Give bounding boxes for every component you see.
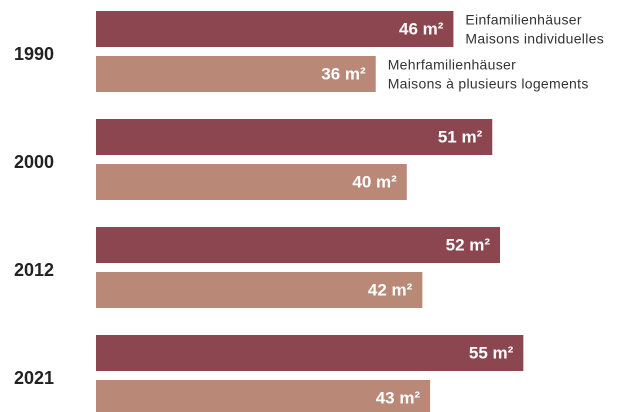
bar bbox=[96, 227, 501, 263]
legend-label: Einfamilienhäuser bbox=[465, 12, 581, 28]
category-label: 2000 bbox=[14, 152, 54, 172]
value-label: 55 m² bbox=[469, 343, 514, 362]
value-label: 51 m² bbox=[438, 127, 483, 146]
bar bbox=[96, 335, 524, 371]
category-label: 2021 bbox=[14, 368, 54, 388]
bar bbox=[96, 119, 493, 155]
value-label: 43 m² bbox=[376, 388, 421, 407]
bar bbox=[96, 11, 454, 47]
category-label: 1990 bbox=[14, 44, 54, 64]
value-label: 36 m² bbox=[321, 64, 366, 83]
bar bbox=[96, 56, 376, 92]
legend-label: Mehrfamilienhäuser bbox=[388, 57, 516, 73]
legend-label: Maisons individuelles bbox=[465, 31, 604, 47]
value-label: 40 m² bbox=[352, 172, 397, 191]
legend-label: Maisons à plusieurs logements bbox=[388, 76, 589, 92]
bar bbox=[96, 164, 407, 200]
category-label: 2012 bbox=[14, 260, 54, 280]
value-label: 52 m² bbox=[446, 235, 491, 254]
value-label: 46 m² bbox=[399, 19, 444, 38]
bar bbox=[96, 272, 423, 308]
bar bbox=[96, 380, 431, 412]
value-label: 42 m² bbox=[368, 280, 413, 299]
